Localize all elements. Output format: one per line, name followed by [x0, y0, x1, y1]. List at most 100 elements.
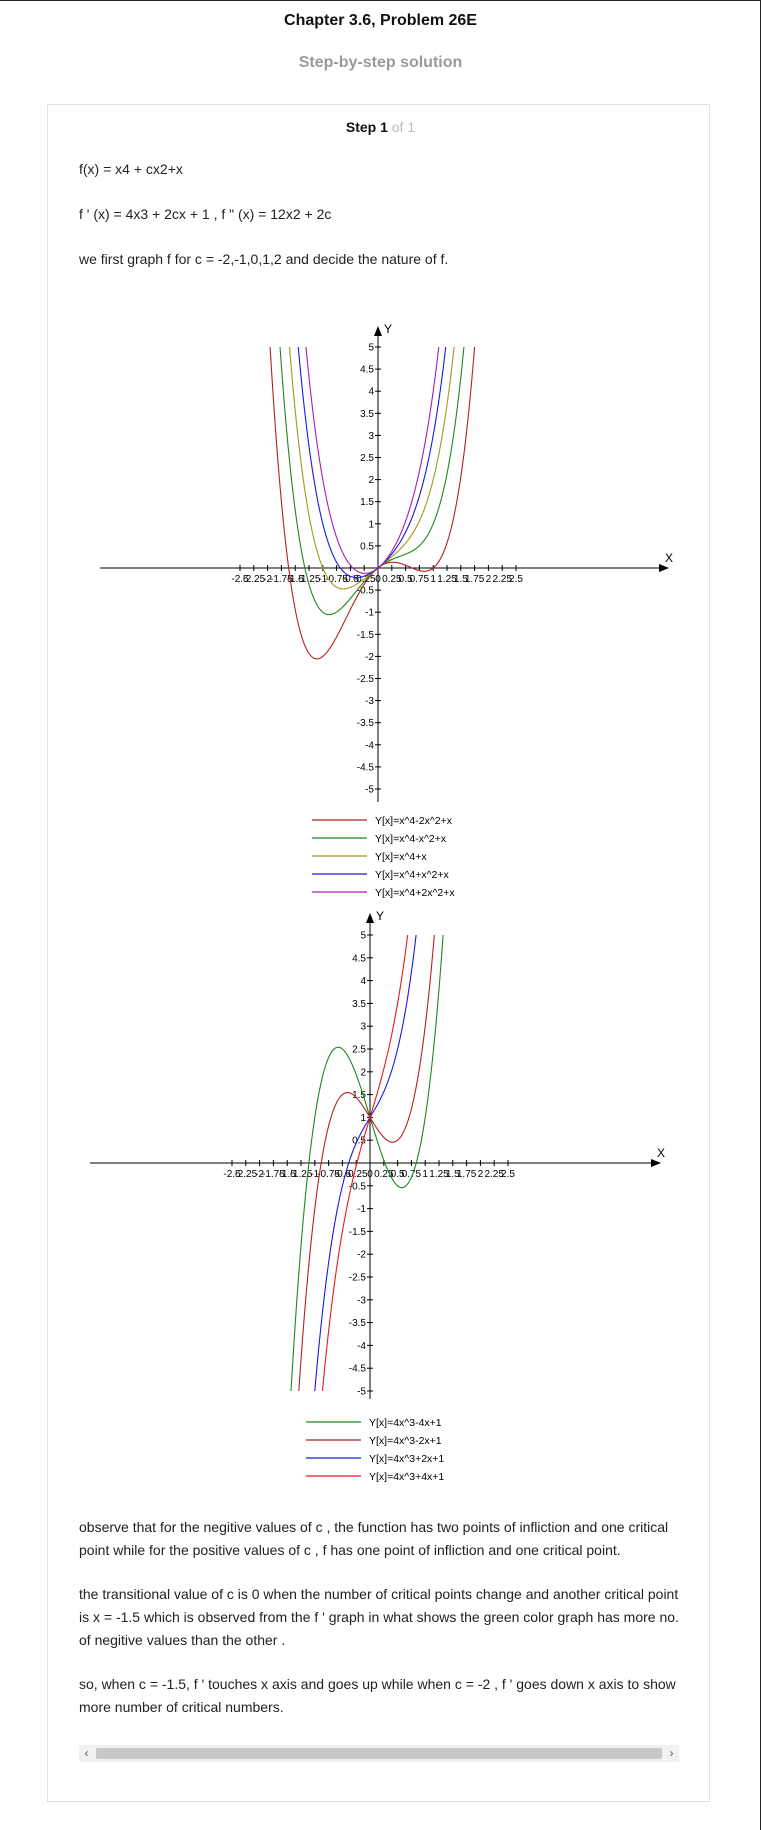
- y-tick-label: 2.5: [360, 453, 374, 464]
- x-tick-label: 2.5: [509, 574, 523, 585]
- y-tick-label: -0.5: [349, 1181, 367, 1192]
- x-tick-label: -0.5: [342, 574, 360, 585]
- y-axis-label: Y: [376, 909, 384, 923]
- x-tick-label: -0.5: [334, 1169, 352, 1180]
- y-tick-label: -3.5: [349, 1318, 367, 1329]
- y-tick-label: -1: [357, 1204, 366, 1215]
- y-tick-label: -3: [357, 1295, 366, 1306]
- y-tick-label: -4.5: [357, 762, 375, 773]
- observation-paragraph: observe that for the negitive values of …: [79, 1519, 669, 1558]
- graph-intro-text: we first graph f for c = -2,-1,0,1,2 and…: [79, 251, 449, 267]
- x-tick-label: -0.75: [317, 1169, 340, 1180]
- legend-entry: Y[x]=x^4+x: [375, 851, 427, 863]
- y-tick-label: -1.5: [349, 1227, 367, 1238]
- series-line: [305, 347, 440, 574]
- y-tick-label: 4.5: [352, 953, 366, 964]
- y-tick-label: 5: [360, 931, 366, 942]
- y-tick-label: -1.5: [357, 630, 375, 641]
- x-tick-label: 2.5: [501, 1169, 515, 1180]
- window-border-top: [0, 0, 761, 1]
- chart-f: XY-2.5-2.25-2-1.75-1.5-1.25-1-0.75-0.5-0…: [100, 322, 673, 899]
- y-tick-label: 2: [360, 1067, 366, 1078]
- x-tick-label: 0.5: [391, 1169, 405, 1180]
- y-tick-label: -2: [365, 652, 374, 663]
- x-tick-label: -0.75: [325, 574, 348, 585]
- step-indicator: Step 1 of 1: [0, 119, 761, 135]
- y-tick-label: 1: [368, 519, 374, 530]
- y-tick-label: 4: [360, 976, 366, 987]
- x-tick-label: -2: [263, 574, 272, 585]
- function-definition: f(x) = x4 + cx2+x: [79, 161, 183, 177]
- y-tick-label: -4.5: [349, 1364, 367, 1375]
- x-tick-label: 0.25: [374, 1169, 394, 1180]
- x-tick-label: 0.75: [402, 1169, 422, 1180]
- x-tick-label: 0.5: [399, 574, 413, 585]
- horizontal-scrollbar[interactable]: ‹ ›: [79, 1745, 679, 1762]
- scrollbar-thumb[interactable]: [96, 1748, 662, 1759]
- x-tick-label: -1: [318, 574, 327, 585]
- conclusion-paragraph: so, when c = -1.5, f ' touches x axis an…: [79, 1676, 676, 1715]
- legend-entry: Y[x]=x^4+x^2+x: [375, 869, 450, 881]
- y-axis-arrow-icon: [366, 913, 374, 923]
- y-axis-arrow-icon: [374, 326, 382, 336]
- y-tick-label: -2.5: [349, 1273, 367, 1284]
- scroll-right-icon[interactable]: ›: [669, 1746, 674, 1760]
- y-tick-label: -2: [357, 1250, 366, 1261]
- chart-f-prime: XY-2.5-2.25-2-1.75-1.5-1.25-1-0.75-0.5-0…: [90, 909, 665, 1483]
- x-tick-label: 2.25: [492, 574, 512, 585]
- legend-entry: Y[x]=4x^3-2x+1: [369, 1435, 442, 1447]
- x-axis-arrow-icon: [651, 1159, 661, 1167]
- series-line: [321, 935, 409, 1391]
- x-tick-label: 2.25: [484, 1169, 504, 1180]
- y-tick-label: -5: [365, 785, 374, 796]
- x-axis-label: X: [665, 551, 673, 565]
- legend-entry: Y[x]=x^4-2x^2+x: [375, 815, 453, 827]
- x-tick-label: 1.5: [446, 1169, 460, 1180]
- x-axis-arrow-icon: [659, 564, 669, 572]
- y-tick-label: 4: [368, 387, 374, 398]
- x-tick-label: 1.75: [465, 574, 485, 585]
- scroll-left-icon[interactable]: ‹: [84, 1746, 89, 1760]
- x-tick-label: 0: [375, 574, 381, 585]
- x-tick-label: -1.5: [279, 1169, 297, 1180]
- x-tick-label: 0.75: [410, 574, 430, 585]
- derivatives-text: f ' (x) = 4x3 + 2cx + 1 , f " (x) = 12x2…: [79, 206, 332, 222]
- x-tick-label: -1: [310, 1169, 319, 1180]
- y-tick-label: 1.5: [352, 1090, 366, 1101]
- legend-entry: Y[x]=4x^3+4x+1: [369, 1471, 444, 1483]
- x-tick-label: -1.25: [290, 1169, 313, 1180]
- y-tick-label: 3.5: [352, 999, 366, 1010]
- x-tick-label: -2.25: [234, 1169, 257, 1180]
- y-tick-label: -4: [365, 740, 374, 751]
- x-tick-label: -1.5: [287, 574, 305, 585]
- x-tick-label: -0.25: [353, 574, 376, 585]
- legend-entry: Y[x]=4x^3+2x+1: [369, 1453, 444, 1465]
- x-tick-label: 1.5: [454, 574, 468, 585]
- x-tick-label: 1: [422, 1169, 428, 1180]
- y-tick-label: 4.5: [360, 365, 374, 376]
- x-tick-label: 2: [486, 574, 492, 585]
- legend-entry: Y[x]=x^4+2x^2+x: [375, 887, 455, 899]
- y-tick-label: 3: [360, 1022, 366, 1033]
- x-tick-label: 2: [478, 1169, 484, 1180]
- x-tick-label: 1.75: [457, 1169, 477, 1180]
- y-tick-label: 0.5: [360, 541, 374, 552]
- x-tick-label: 0: [367, 1169, 373, 1180]
- step-of: of 1: [391, 119, 416, 135]
- page-title: Chapter 3.6, Problem 26E: [284, 12, 477, 29]
- x-tick-label: -1.75: [270, 574, 293, 585]
- x-axis-label: X: [657, 1146, 665, 1160]
- y-tick-label: 0.5: [352, 1136, 366, 1147]
- y-axis-label: Y: [384, 322, 392, 336]
- x-tick-label: -2.5: [223, 1169, 241, 1180]
- x-tick-label: -2: [255, 1169, 264, 1180]
- page-subtitle: Step-by-step solution: [298, 54, 463, 71]
- solution-card: [47, 104, 710, 1802]
- y-tick-label: -5: [357, 1387, 366, 1398]
- y-tick-label: 2: [368, 475, 374, 486]
- y-tick-label: 3: [368, 431, 374, 442]
- legend-entry: Y[x]=4x^3-4x+1: [369, 1417, 442, 1429]
- y-tick-label: -4: [357, 1341, 366, 1352]
- x-tick-label: -1.75: [262, 1169, 285, 1180]
- x-tick-label: 1: [430, 574, 436, 585]
